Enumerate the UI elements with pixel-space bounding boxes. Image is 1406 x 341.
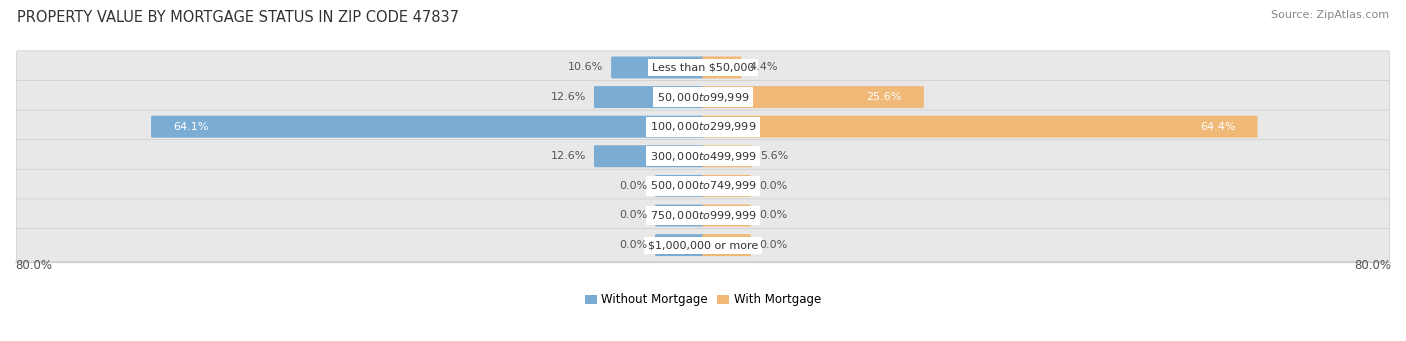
Text: 25.6%: 25.6% bbox=[866, 92, 901, 102]
Text: 4.4%: 4.4% bbox=[749, 62, 778, 72]
FancyBboxPatch shape bbox=[17, 228, 1389, 262]
Text: Source: ZipAtlas.com: Source: ZipAtlas.com bbox=[1271, 10, 1389, 20]
FancyBboxPatch shape bbox=[593, 86, 703, 108]
FancyBboxPatch shape bbox=[655, 234, 703, 256]
FancyBboxPatch shape bbox=[655, 175, 703, 197]
Text: 0.0%: 0.0% bbox=[759, 181, 787, 191]
Text: 12.6%: 12.6% bbox=[551, 92, 586, 102]
FancyBboxPatch shape bbox=[655, 205, 703, 226]
FancyBboxPatch shape bbox=[17, 51, 1389, 84]
Text: PROPERTY VALUE BY MORTGAGE STATUS IN ZIP CODE 47837: PROPERTY VALUE BY MORTGAGE STATUS IN ZIP… bbox=[17, 10, 458, 25]
Text: 80.0%: 80.0% bbox=[1354, 260, 1391, 272]
Text: 0.0%: 0.0% bbox=[759, 240, 787, 250]
FancyBboxPatch shape bbox=[703, 57, 741, 78]
Text: $50,000 to $99,999: $50,000 to $99,999 bbox=[657, 91, 749, 104]
FancyBboxPatch shape bbox=[17, 169, 1389, 203]
Text: Less than $50,000: Less than $50,000 bbox=[652, 62, 754, 72]
FancyBboxPatch shape bbox=[17, 199, 1389, 232]
Text: 0.0%: 0.0% bbox=[759, 210, 787, 221]
Text: $1,000,000 or more: $1,000,000 or more bbox=[648, 240, 758, 250]
Text: 10.6%: 10.6% bbox=[568, 62, 603, 72]
Text: $100,000 to $299,999: $100,000 to $299,999 bbox=[650, 120, 756, 133]
FancyBboxPatch shape bbox=[150, 116, 703, 138]
FancyBboxPatch shape bbox=[703, 86, 924, 108]
Text: 0.0%: 0.0% bbox=[619, 240, 647, 250]
Text: 80.0%: 80.0% bbox=[15, 260, 52, 272]
FancyBboxPatch shape bbox=[593, 145, 703, 167]
Text: 0.0%: 0.0% bbox=[619, 181, 647, 191]
Text: 5.6%: 5.6% bbox=[759, 151, 787, 161]
FancyBboxPatch shape bbox=[703, 234, 751, 256]
Text: 0.0%: 0.0% bbox=[619, 210, 647, 221]
FancyBboxPatch shape bbox=[703, 116, 1257, 138]
Text: $500,000 to $749,999: $500,000 to $749,999 bbox=[650, 179, 756, 192]
FancyBboxPatch shape bbox=[612, 57, 703, 78]
FancyBboxPatch shape bbox=[17, 80, 1389, 114]
Text: $750,000 to $999,999: $750,000 to $999,999 bbox=[650, 209, 756, 222]
FancyBboxPatch shape bbox=[17, 140, 1389, 173]
FancyBboxPatch shape bbox=[17, 110, 1389, 143]
Text: 12.6%: 12.6% bbox=[551, 151, 586, 161]
FancyBboxPatch shape bbox=[703, 145, 752, 167]
Text: 64.1%: 64.1% bbox=[173, 122, 208, 132]
FancyBboxPatch shape bbox=[703, 205, 751, 226]
Legend: Without Mortgage, With Mortgage: Without Mortgage, With Mortgage bbox=[581, 288, 825, 311]
Text: $300,000 to $499,999: $300,000 to $499,999 bbox=[650, 150, 756, 163]
FancyBboxPatch shape bbox=[703, 175, 751, 197]
Text: 64.4%: 64.4% bbox=[1199, 122, 1236, 132]
